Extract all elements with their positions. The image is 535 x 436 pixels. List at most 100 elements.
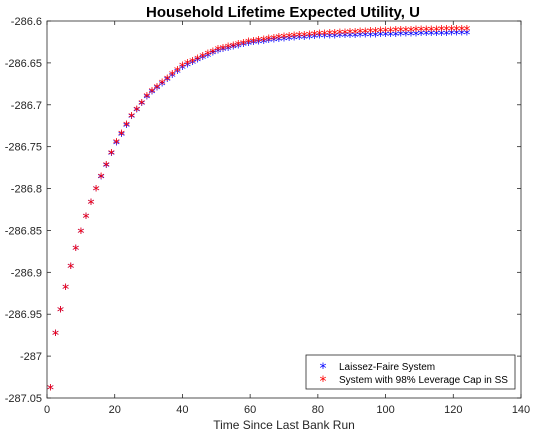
data-point: * — [357, 26, 364, 42]
series-laissez-faire: ****************************************… — [47, 27, 470, 398]
data-point: * — [413, 28, 420, 44]
data-point: * — [418, 24, 425, 40]
x-tick-label: 140 — [512, 404, 530, 416]
x-tick-label: 120 — [444, 404, 462, 416]
data-point: * — [67, 261, 74, 277]
data-point: * — [377, 25, 384, 41]
data-point: * — [458, 23, 465, 39]
data-point: * — [306, 31, 313, 47]
data-point: * — [154, 81, 161, 97]
data-point: * — [448, 28, 455, 44]
data-point: * — [316, 28, 323, 44]
data-point: * — [138, 98, 145, 114]
data-point: * — [372, 25, 379, 41]
data-point: * — [103, 159, 110, 175]
data-point: * — [423, 28, 430, 44]
data-point: * — [108, 148, 115, 164]
data-point: * — [199, 51, 206, 67]
data-point: * — [52, 328, 59, 344]
data-point: * — [72, 243, 79, 259]
data-point: * — [77, 226, 84, 242]
data-point: * — [321, 28, 328, 44]
data-point: * — [301, 32, 308, 48]
data-point: * — [260, 34, 267, 50]
plot-area — [47, 21, 521, 398]
data-point: * — [250, 35, 257, 51]
data-point: * — [443, 24, 450, 40]
data-point: * — [316, 31, 323, 47]
data-point: * — [347, 27, 354, 43]
data-point: * — [133, 104, 140, 120]
data-point: * — [367, 26, 374, 42]
y-tick-label: -287.05 — [5, 393, 42, 405]
series-leverage-cap: ****************************************… — [47, 23, 470, 398]
data-point: * — [52, 328, 59, 344]
y-tick-label: -287 — [20, 351, 42, 363]
data-point: * — [189, 55, 196, 71]
x-axis-label: Time Since Last Bank Run — [213, 418, 355, 432]
data-point: * — [255, 36, 262, 52]
data-point: * — [93, 184, 100, 200]
data-point: * — [321, 31, 328, 47]
data-point: * — [148, 86, 155, 102]
data-point: * — [240, 39, 247, 55]
x-tick-label: 40 — [176, 404, 188, 416]
data-point: * — [204, 50, 211, 66]
data-point: * — [331, 30, 338, 46]
data-point: * — [453, 23, 460, 39]
data-point: * — [286, 30, 293, 46]
data-point: * — [387, 29, 394, 45]
data-point: * — [123, 119, 130, 135]
legend-label-laissez-faire: Laissez-Faire System — [339, 362, 435, 373]
data-point: * — [220, 44, 227, 60]
data-point: * — [382, 29, 389, 45]
data-point: * — [438, 24, 445, 40]
data-point: * — [88, 197, 95, 213]
data-point: * — [275, 32, 282, 48]
data-point: * — [199, 52, 206, 68]
data-point: * — [306, 29, 313, 45]
data-point: * — [392, 29, 399, 45]
data-point: * — [281, 33, 288, 49]
data-point: * — [397, 29, 404, 45]
data-point: * — [336, 27, 343, 43]
data-point: * — [357, 30, 364, 46]
data-point: * — [270, 32, 277, 48]
data-point: * — [214, 44, 221, 60]
data-point: * — [433, 24, 440, 40]
data-point: * — [275, 34, 282, 50]
data-point: * — [372, 29, 379, 45]
data-point: * — [220, 42, 227, 58]
x-tick-label: 100 — [376, 404, 394, 416]
data-point: * — [184, 59, 191, 75]
data-point: * — [438, 28, 445, 44]
y-tick-label: -286.6 — [11, 16, 42, 28]
data-point: * — [88, 197, 95, 213]
data-point: * — [174, 64, 181, 80]
data-point: * — [47, 383, 54, 399]
data-point: * — [194, 53, 201, 69]
x-tick-label: 60 — [244, 404, 256, 416]
data-point: * — [286, 33, 293, 49]
y-tick-label: -286.8 — [11, 184, 42, 196]
data-point: * — [362, 26, 369, 42]
y-tick-label: -286.7 — [11, 100, 42, 112]
data-point: * — [265, 33, 272, 49]
data-point: * — [93, 184, 100, 200]
data-point: * — [245, 38, 252, 54]
data-point: * — [296, 32, 303, 48]
data-point: * — [463, 23, 470, 39]
y-tick-label: -286.65 — [5, 58, 42, 70]
data-point: * — [57, 305, 64, 321]
legend: * Laissez-Faire System * System with 98%… — [305, 354, 516, 390]
data-point: * — [331, 27, 338, 43]
data-point: * — [164, 74, 171, 90]
data-point: * — [402, 29, 409, 45]
data-point: * — [118, 128, 125, 144]
data-point: * — [428, 28, 435, 44]
data-point: * — [311, 28, 318, 44]
data-point: * — [82, 211, 89, 227]
data-point: * — [392, 25, 399, 41]
data-point: * — [291, 33, 298, 49]
